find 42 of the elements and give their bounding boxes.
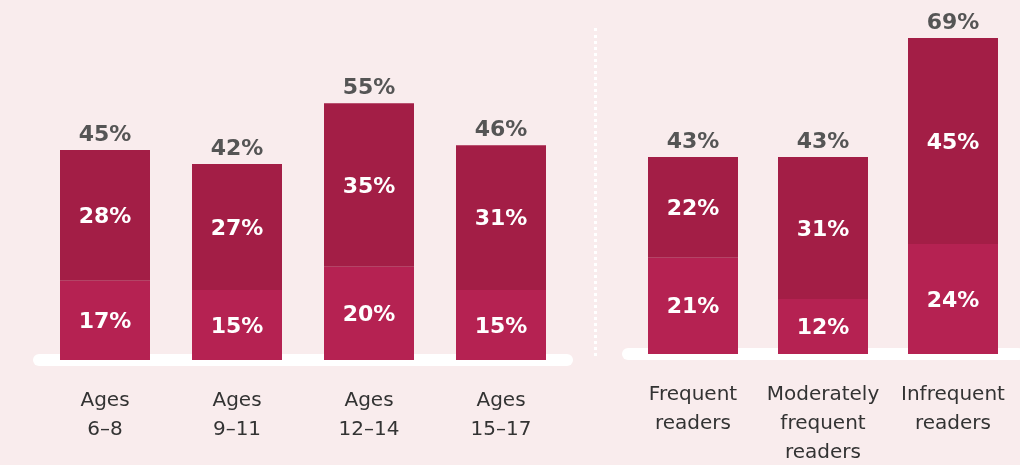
bar (456, 145, 546, 290)
total-label: 45% (78, 120, 132, 146)
data-label: 15% (474, 312, 528, 338)
x-tick-label: Frequent readers (648, 380, 738, 434)
bar (324, 266, 414, 360)
bar (778, 157, 868, 300)
total-label: 46% (474, 115, 528, 141)
total-label: 42% (210, 134, 264, 160)
data-label: 35% (342, 172, 396, 198)
data-label: 21% (666, 293, 720, 319)
data-label: 15% (210, 312, 264, 338)
x-tick-label: Ages 12–14 (338, 386, 400, 440)
data-label: 27% (210, 214, 264, 240)
bar (324, 103, 414, 267)
bar (60, 280, 150, 360)
data-label: 12% (796, 314, 850, 340)
data-label: 17% (78, 307, 132, 333)
x-tick-label: Ages 15–17 (470, 386, 532, 440)
data-label: 20% (342, 300, 396, 326)
data-label: 22% (666, 194, 720, 220)
bar (648, 257, 738, 354)
bar (192, 164, 282, 290)
total-label: 69% (926, 8, 980, 34)
data-label: 45% (926, 128, 980, 154)
total-label: 55% (342, 73, 396, 99)
x-tick-label: Ages 6–8 (80, 386, 130, 440)
data-label: 24% (926, 286, 980, 312)
bar (456, 290, 546, 360)
data-label: 28% (78, 202, 132, 228)
data-label: 31% (474, 205, 528, 231)
x-tick-label: Moderately frequent readers (766, 380, 880, 463)
x-tick-label: Ages 9–11 (212, 386, 262, 440)
bar (192, 290, 282, 360)
total-label: 43% (666, 127, 720, 153)
total-label: 43% (796, 127, 850, 153)
data-label: 31% (796, 215, 850, 241)
bar (648, 157, 738, 258)
x-tick-label: Infrequent readers (901, 380, 1006, 434)
bar (908, 244, 998, 354)
bar (908, 38, 998, 245)
bar (60, 150, 150, 281)
bar (778, 299, 868, 354)
